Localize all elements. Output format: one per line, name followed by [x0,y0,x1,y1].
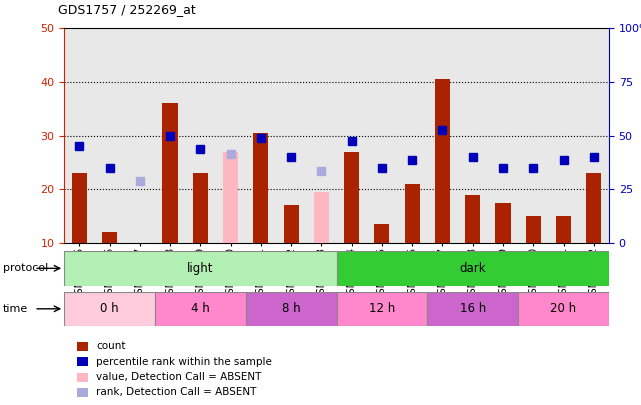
Bar [518,292,609,326]
Text: value, Detection Call = ABSENT: value, Detection Call = ABSENT [96,372,262,382]
Bar [337,292,428,326]
Bar [102,232,117,243]
Bar [428,292,518,326]
Text: 8 h: 8 h [282,302,301,315]
Text: percentile rank within the sample: percentile rank within the sample [96,357,272,367]
Bar [193,173,208,243]
Text: GDS1757 / 252269_at: GDS1757 / 252269_at [58,3,196,16]
Bar [64,292,155,326]
Bar [556,216,571,243]
Text: 0 h: 0 h [100,302,119,315]
Bar [465,195,480,243]
Bar [162,103,178,243]
Bar [435,79,450,243]
Text: 20 h: 20 h [551,302,577,315]
Text: protocol: protocol [3,263,49,273]
Bar [374,224,390,243]
Bar [246,292,337,326]
Bar [404,184,420,243]
Text: rank, Detection Call = ABSENT: rank, Detection Call = ABSENT [96,388,256,397]
Bar [495,203,511,243]
Bar [344,152,359,243]
Bar [337,251,609,286]
Bar [155,292,246,326]
Text: 16 h: 16 h [460,302,486,315]
Bar [526,216,541,243]
Text: dark: dark [460,262,486,275]
Bar [223,152,238,243]
Text: time: time [3,304,28,314]
Text: count: count [96,341,126,351]
Bar [64,251,337,286]
Text: 12 h: 12 h [369,302,395,315]
Text: light: light [187,262,213,275]
Bar [314,192,329,243]
Text: 4 h: 4 h [191,302,210,315]
Bar [283,205,299,243]
Bar [253,133,269,243]
Bar [72,173,87,243]
Bar [587,173,601,243]
